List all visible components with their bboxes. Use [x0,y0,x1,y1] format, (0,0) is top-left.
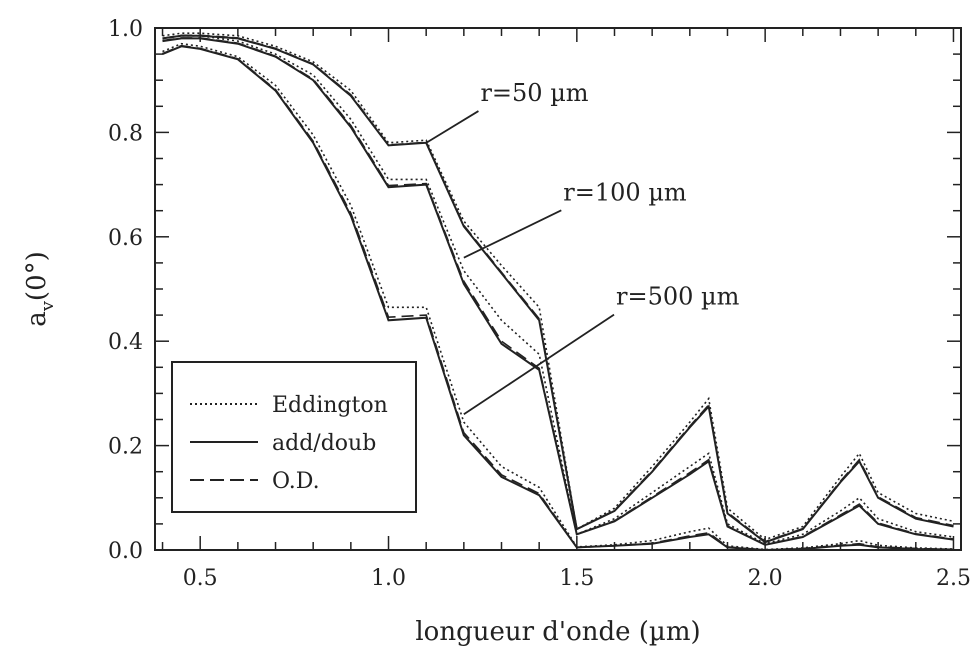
x-tick-label: 1.5 [559,566,594,591]
y-tick-label: 0.4 [108,330,143,355]
y-tick-label: 0.8 [108,121,143,146]
legend-label-eddington: Eddington [272,393,388,418]
y-tick-label: 0.6 [108,226,143,251]
legend-label-add-doub: add/doub [272,431,376,456]
x-tick-label: 1.0 [371,566,406,591]
axis-ticks [155,27,961,551]
annotation-label: r=500 µm [616,283,740,311]
tick-labels: 0.5 1.0 1.5 2.0 2.5 0.0 0.2 0.4 0.6 0.8 1.0 [108,17,971,591]
series-line [162,34,954,543]
x-axis-title: longueur d'onde (µm) [415,617,700,647]
legend-label-od: O.D. [272,469,320,494]
y-axis-title-main: a [22,311,52,327]
annotation-leader [463,209,562,259]
y-tick-label: 0.0 [108,539,143,564]
x-tick-label: 0.5 [183,566,218,591]
y-axis-title: av(0°) [22,251,58,327]
y-tick-label: 0.2 [108,435,143,460]
annotation-leader [463,313,615,416]
y-axis-title-tail: (0°) [22,251,52,301]
series-line [162,44,954,551]
annotations: r=50 µm r=100 µm r=500 µm [425,79,740,416]
series-layer [162,32,954,552]
annotation-label: r=50 µm [480,79,588,107]
legend-box [171,361,417,513]
x-tick-label: 2.0 [748,566,783,591]
annotation-leader [425,110,479,144]
series-line [162,37,954,546]
y-tick-label: 1.0 [108,17,143,42]
annotation-label: r=100 µm [563,178,687,206]
y-axis-title-sub: v [37,300,58,312]
legend: Eddington add/doub O.D. [171,361,417,513]
x-tick-label: 2.5 [936,566,971,591]
